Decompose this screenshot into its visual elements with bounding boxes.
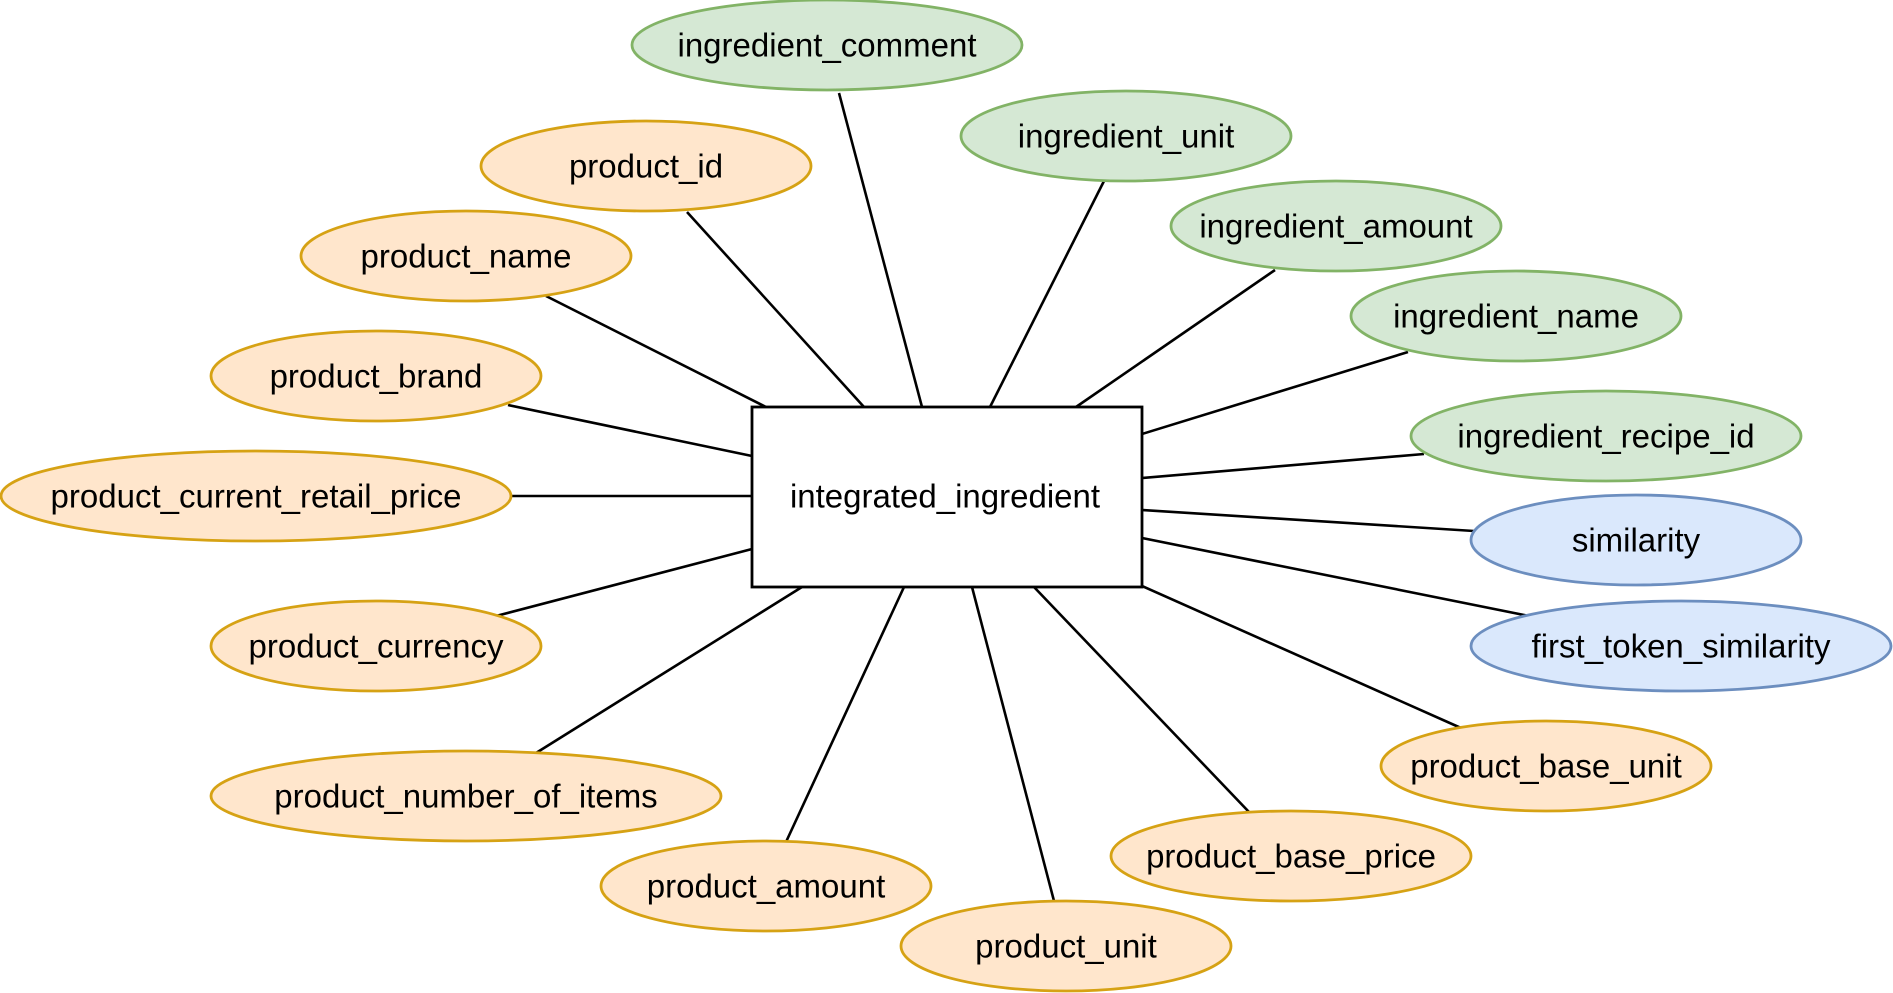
attribute-product_amount[interactable]: product_amount	[599, 839, 933, 933]
attribute-ellipse[interactable]	[0, 449, 513, 543]
attribute-ingredient_unit[interactable]: ingredient_unit	[959, 89, 1293, 183]
entity-node[interactable]: integrated_ingredient	[750, 405, 1144, 589]
connector-product_amount	[784, 586, 906, 843]
attribute-ellipse[interactable]	[1469, 493, 1803, 587]
connector-similarity	[1141, 508, 1475, 533]
connector-lines	[495, 92, 1530, 902]
attribute-ellipse[interactable]	[1409, 389, 1803, 483]
attribute-ellipse[interactable]	[209, 749, 723, 843]
attribute-ellipse[interactable]	[599, 839, 933, 933]
connector-ingredient_comment	[837, 92, 924, 408]
entity-box[interactable]	[750, 405, 1144, 589]
connector-ingredient_amount	[1075, 268, 1276, 409]
attribute-product_base_unit[interactable]: product_base_unit	[1379, 719, 1713, 813]
attribute-product_unit[interactable]: product_unit	[899, 899, 1233, 993]
attribute-ellipse[interactable]	[1109, 809, 1473, 903]
connector-product_name	[545, 294, 767, 409]
connector-first_token_similarity	[1141, 536, 1530, 618]
attribute-ellipse[interactable]	[630, 0, 1024, 92]
attribute-label: product_name	[361, 238, 572, 275]
attribute-ingredient_name[interactable]: ingredient_name	[1349, 269, 1683, 363]
attribute-label: ingredient_recipe_id	[1457, 418, 1754, 455]
attribute-label: product_id	[569, 148, 723, 185]
connector-product_brand	[507, 403, 753, 458]
attribute-label: product_amount	[647, 868, 886, 905]
attribute-ellipse[interactable]	[479, 119, 813, 213]
attribute-product_brand[interactable]: product_brand	[209, 329, 543, 423]
attribute-ellipse[interactable]	[1469, 599, 1893, 693]
attribute-first_token_similarity[interactable]: first_token_similarity	[1469, 599, 1893, 693]
attribute-label: product_base_unit	[1410, 748, 1682, 785]
attribute-product_number_of_items[interactable]: product_number_of_items	[209, 749, 723, 843]
attribute-ellipse[interactable]	[209, 329, 543, 423]
connector-ingredient_recipe_id	[1141, 452, 1425, 480]
attribute-label: ingredient_comment	[678, 27, 977, 64]
attribute-label: ingredient_amount	[1199, 208, 1472, 245]
connector-product_id	[686, 211, 865, 408]
attribute-ellipse[interactable]	[1169, 179, 1503, 273]
attribute-ingredient_comment[interactable]: ingredient_comment	[630, 0, 1024, 92]
attribute-label: product_brand	[270, 358, 483, 395]
attribute-product_current_retail_price[interactable]: product_current_retail_price	[0, 449, 513, 543]
attribute-label: ingredient_name	[1393, 298, 1639, 335]
attribute-label: product_currency	[249, 628, 504, 665]
attribute-product_base_price[interactable]: product_base_price	[1109, 809, 1473, 903]
connector-ingredient_name	[1141, 350, 1409, 436]
connector-ingredient_unit	[988, 180, 1106, 408]
attribute-product_id[interactable]: product_id	[479, 119, 813, 213]
attribute-similarity[interactable]: similarity	[1469, 493, 1803, 587]
attribute-label: product_current_retail_price	[51, 478, 462, 515]
attribute-ellipse[interactable]	[959, 89, 1293, 183]
attribute-ingredient_recipe_id[interactable]: ingredient_recipe_id	[1409, 389, 1803, 483]
attribute-product_currency[interactable]: product_currency	[209, 599, 543, 693]
connector-product_base_unit	[1141, 584, 1462, 730]
attribute-label: similarity	[1572, 522, 1701, 559]
connector-product_number_of_items	[535, 585, 803, 755]
attribute-label: first_token_similarity	[1532, 628, 1831, 665]
attribute-label: product_unit	[975, 928, 1157, 965]
attribute-ellipse[interactable]	[299, 209, 633, 303]
attribute-label: ingredient_unit	[1018, 118, 1235, 155]
attribute-ingredient_amount[interactable]: ingredient_amount	[1169, 179, 1503, 273]
connector-product_unit	[970, 586, 1056, 902]
attribute-product_name[interactable]: product_name	[299, 209, 633, 303]
attribute-ellipse[interactable]	[1349, 269, 1683, 363]
attribute-ellipse[interactable]	[899, 899, 1233, 993]
connector-product_currency	[495, 547, 753, 618]
attribute-label: product_base_price	[1146, 838, 1436, 875]
entity-label: integrated_ingredient	[790, 478, 1100, 515]
attribute-label: product_number_of_items	[274, 778, 657, 815]
attribute-ellipse[interactable]	[209, 599, 543, 693]
connector-product_base_price	[1033, 586, 1250, 813]
attribute-ellipse[interactable]	[1379, 719, 1713, 813]
